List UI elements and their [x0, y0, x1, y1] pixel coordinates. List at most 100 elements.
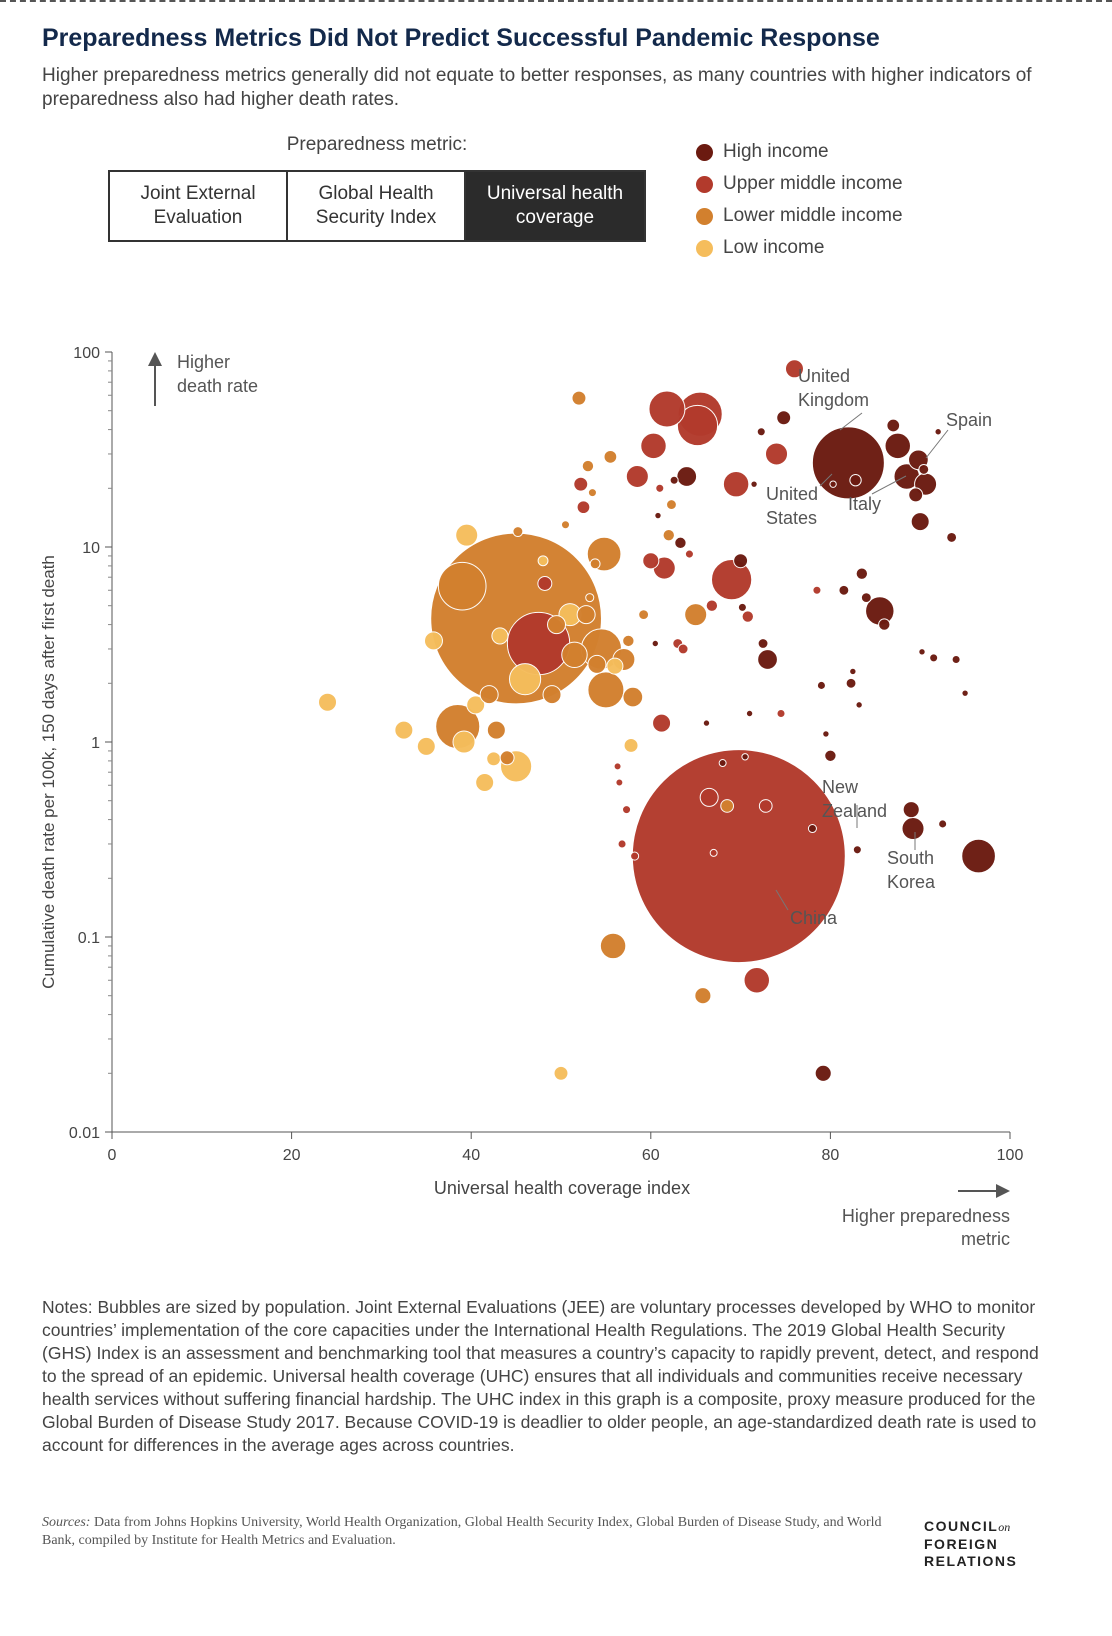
data-point [631, 749, 846, 964]
data-point [705, 599, 719, 612]
annotation-leader [925, 429, 949, 459]
data-point [394, 720, 414, 740]
annotation-label: China [790, 908, 838, 928]
data-point [918, 648, 926, 656]
data-point [750, 480, 758, 488]
annotation-label-line1: United [766, 484, 818, 504]
data-point [622, 686, 644, 708]
annotation-label-line1: South [887, 848, 934, 868]
data-point [423, 631, 443, 651]
data-point [684, 603, 708, 627]
data-point [822, 730, 830, 738]
data-point [576, 605, 596, 625]
data-point [589, 558, 601, 570]
data-point [576, 500, 591, 515]
legend-swatch-high-income [696, 143, 713, 161]
data-point [901, 816, 925, 841]
data-point [537, 576, 553, 591]
top-dashed-rule [0, 0, 1112, 4]
data-point [757, 649, 778, 670]
data-point [475, 772, 495, 792]
bubble-chart: 100 10 1 0.1 0.01 0 20 40 60 80 100 Universal healt… [39, 345, 1023, 1249]
data-point [816, 680, 826, 690]
data-point [585, 593, 595, 603]
data-point [860, 592, 872, 604]
data-point [961, 689, 969, 697]
x-tick-label: 0 [108, 1147, 117, 1164]
logo-line-3: RELATIONS [924, 1553, 1018, 1569]
data-point [918, 463, 930, 475]
data-point [677, 643, 689, 655]
data-point [878, 618, 891, 631]
data-point [855, 701, 863, 709]
data-point [553, 1065, 569, 1081]
data-point [599, 932, 627, 960]
data-point [638, 609, 650, 621]
sources-text: Data from Johns Hopkins University, Worl… [42, 1515, 882, 1548]
metric-option-joint-external-evaluation[interactable]: Joint External Evaluation [110, 172, 288, 240]
data-point [676, 404, 719, 447]
data-point [587, 654, 607, 674]
logo-line-1: COUNCILon [924, 1518, 1011, 1534]
data-point [756, 427, 766, 437]
data-point [910, 512, 930, 532]
data-point [537, 555, 549, 567]
data-point [938, 819, 948, 829]
data-point [884, 432, 911, 460]
x-tick-label: 60 [642, 1147, 660, 1164]
data-point [606, 657, 624, 675]
data-point [486, 751, 502, 767]
legend-label: Upper middle income [723, 173, 903, 194]
data-point [613, 762, 622, 771]
data-point [651, 639, 659, 648]
y-direction-label-line1: Higher [177, 352, 230, 372]
data-point [547, 615, 567, 635]
sources-label: Sources: [42, 1515, 91, 1530]
data-point [951, 654, 961, 664]
metric-option-global-health-security-index[interactable]: Global Health Security Index [288, 172, 466, 240]
data-point [512, 526, 524, 537]
data-point [824, 749, 837, 762]
data-point [757, 638, 769, 649]
annotation-label-line2: Kingdom [798, 390, 869, 410]
data-point [437, 561, 487, 611]
legend-swatch-low-income [696, 239, 713, 257]
y-tick-label: 100 [73, 345, 100, 362]
data-point [622, 805, 632, 815]
data-point [710, 559, 753, 601]
y-tick-label: 1 [91, 735, 100, 752]
data-point [640, 432, 667, 460]
y-axis-label: Cumulative death rate per 100k, 150 days… [39, 555, 58, 989]
data-point [642, 552, 660, 570]
legend-swatch-lower-middle-income [696, 207, 713, 225]
data-point [648, 390, 686, 428]
data-point [812, 585, 822, 595]
data-point [743, 967, 770, 994]
data-point [961, 838, 996, 874]
income-legend: High income Upper middle income Lower mi… [696, 136, 903, 264]
metric-selector: Joint External Evaluation Global Health … [108, 170, 646, 242]
x-tick-label: 20 [283, 1147, 301, 1164]
legend-item-upper-middle-income: Upper middle income [696, 168, 903, 200]
logo-line-2: FOREIGN [924, 1536, 999, 1552]
data-point [829, 480, 837, 488]
data-point [902, 801, 920, 819]
metric-option-universal-health-coverage[interactable]: Universal health coverage [466, 172, 644, 240]
legend-item-lower-middle-income: Lower middle income [696, 200, 903, 232]
annotation-leader [819, 473, 833, 487]
data-point [416, 736, 436, 756]
data-point [561, 641, 588, 669]
data-point [652, 713, 672, 733]
x-tick-label: 40 [462, 1147, 480, 1164]
data-point [674, 536, 687, 550]
data-point [669, 475, 679, 485]
annotation-leader [839, 412, 863, 431]
legend-label: High income [723, 141, 829, 162]
data-point [814, 1064, 832, 1082]
y-tick-label: 10 [82, 540, 100, 557]
data-point [946, 531, 958, 543]
chart-notes: Notes: Bubbles are sized by population. … [42, 1297, 1039, 1455]
data-point [702, 719, 711, 727]
annotation-label: Italy [848, 494, 881, 514]
data-point [838, 584, 850, 596]
